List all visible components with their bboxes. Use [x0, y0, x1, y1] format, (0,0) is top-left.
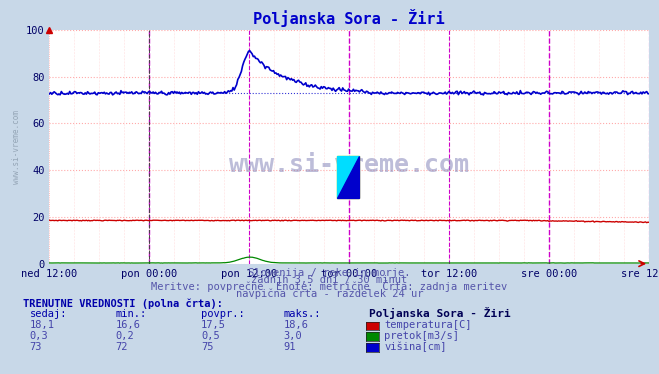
Bar [337, 156, 358, 198]
Title: Poljanska Sora - Žiri: Poljanska Sora - Žiri [254, 9, 445, 27]
Polygon shape [337, 156, 358, 198]
Text: pretok[m3/s]: pretok[m3/s] [384, 331, 459, 341]
Text: TRENUTNE VREDNOSTI (polna črta):: TRENUTNE VREDNOSTI (polna črta): [23, 299, 223, 309]
Text: maks.:: maks.: [283, 309, 321, 319]
Text: www.si-vreme.com: www.si-vreme.com [229, 153, 469, 178]
Text: 91: 91 [283, 342, 296, 352]
Polygon shape [337, 156, 358, 198]
Text: sedaj:: sedaj: [30, 309, 67, 319]
Text: Poljanska Sora - Žiri: Poljanska Sora - Žiri [369, 307, 511, 319]
Text: povpr.:: povpr.: [201, 309, 244, 319]
Text: zadnjh 3,5 dni / 30 minut: zadnjh 3,5 dni / 30 minut [251, 275, 408, 285]
Text: Meritve: povprečne  Enote: metrične  Črta: zadnja meritev: Meritve: povprečne Enote: metrične Črta:… [152, 280, 507, 292]
Text: 0,2: 0,2 [115, 331, 134, 341]
Text: 0,3: 0,3 [30, 331, 48, 341]
Text: 16,6: 16,6 [115, 321, 140, 330]
Text: 72: 72 [115, 342, 128, 352]
Text: 3,0: 3,0 [283, 331, 302, 341]
Text: višina[cm]: višina[cm] [384, 342, 447, 352]
Text: www.si-vreme.com: www.si-vreme.com [12, 110, 21, 184]
Text: 18,6: 18,6 [283, 321, 308, 330]
Text: 0,5: 0,5 [201, 331, 219, 341]
Text: 17,5: 17,5 [201, 321, 226, 330]
Text: 75: 75 [201, 342, 214, 352]
Text: min.:: min.: [115, 309, 146, 319]
Text: Slovenija / reke in morje.: Slovenija / reke in morje. [248, 268, 411, 278]
Text: temperatura[C]: temperatura[C] [384, 321, 472, 330]
Text: navpična črta - razdelek 24 ur: navpična črta - razdelek 24 ur [236, 289, 423, 299]
Text: 18,1: 18,1 [30, 321, 55, 330]
Text: 73: 73 [30, 342, 42, 352]
